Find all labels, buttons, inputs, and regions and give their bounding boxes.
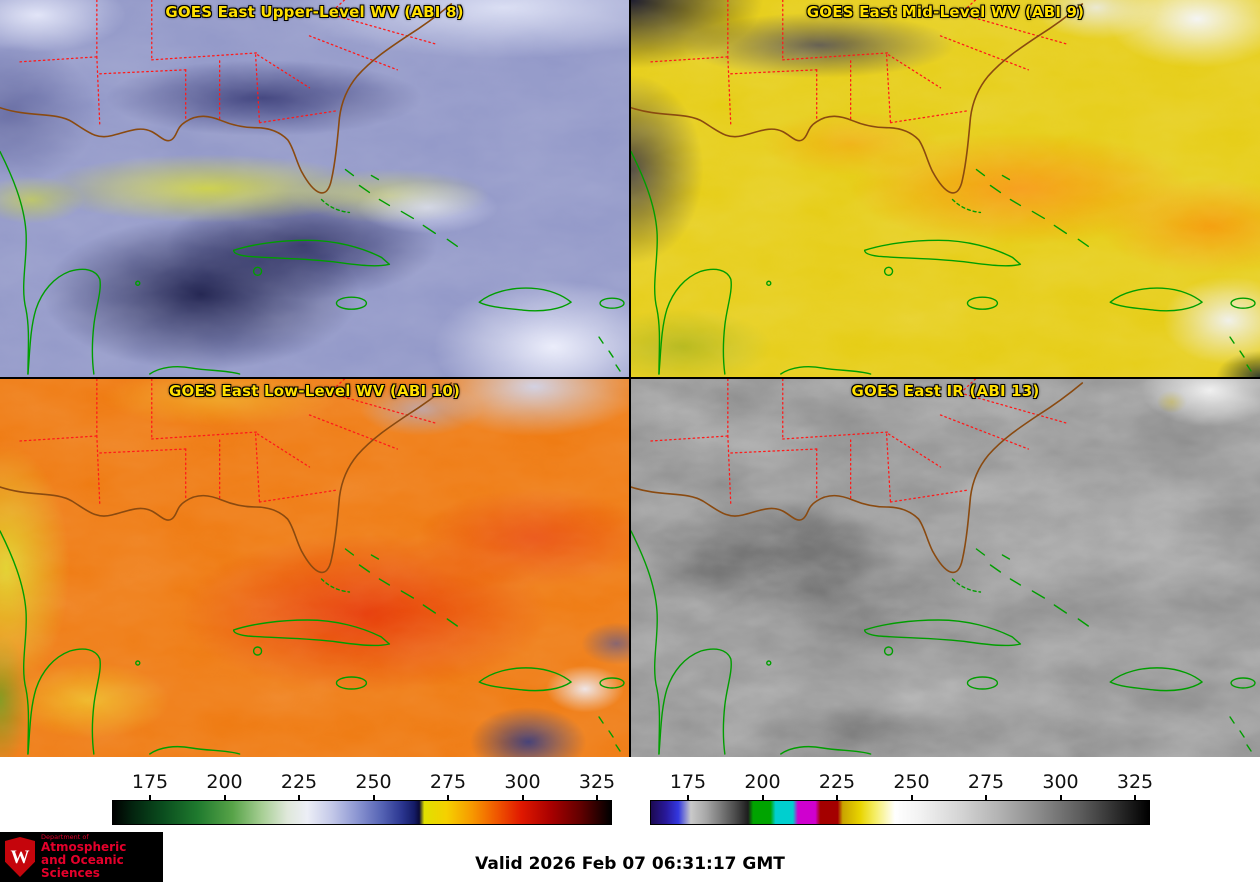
valid-time-label: Valid 2026 Feb 07 06:31:17 GMT: [475, 854, 785, 874]
map-overlay: [0, 0, 625, 375]
panel-title-abi8: GOES East Upper-Level WV (ABI 8): [165, 3, 464, 21]
tick-label: 175: [669, 771, 707, 793]
panel-title-abi10: GOES East Low-Level WV (ABI 10): [168, 382, 461, 400]
map-overlay: [631, 0, 1256, 375]
panel-title-abi9: GOES East Mid-Level WV (ABI 9): [806, 3, 1085, 21]
wv-colorbar: 175 200 225 250 275 300 325: [112, 771, 616, 825]
map-overlay: [0, 379, 625, 755]
tick-label: 250: [355, 771, 392, 793]
tick-label: 300: [1042, 771, 1079, 793]
footer: W Department of Atmospheric and Oceanic …: [0, 832, 1260, 882]
wv-colorbar-tick-labels: 175 200 225 250 275 300 325: [112, 771, 616, 795]
logo-dept-line: Department of: [41, 833, 89, 842]
logo-line2: and Oceanic Sciences: [41, 853, 124, 880]
ir-colorbar: 175 200 225 250 275 300 325: [650, 771, 1154, 825]
tick-label: 225: [818, 771, 856, 793]
tick-label: 325: [578, 771, 616, 793]
ir-colorbar-ticks: [650, 795, 1150, 800]
uw-aos-logo: W Department of Atmospheric and Oceanic …: [0, 832, 163, 882]
panel-upper-level-wv: GOES East Upper-Level WV (ABI 8): [0, 0, 629, 377]
logo-text: Department of Atmospheric and Oceanic Sc…: [41, 834, 163, 880]
map-overlay: [631, 379, 1256, 755]
tick-label: 175: [131, 771, 169, 793]
colorbar-section: 175 200 225 250 275 300 325 175 200 225 …: [0, 757, 1260, 832]
tick-label: 200: [744, 771, 781, 793]
tick-label: 325: [1116, 771, 1154, 793]
satellite-quadrant-view: GOES East Upper-Level WV (ABI 8) GOES Ea…: [0, 0, 1260, 757]
panel-title-abi13: GOES East IR (ABI 13): [851, 382, 1040, 400]
tick-label: 275: [967, 771, 1005, 793]
wv-colorbar-ticks: [112, 795, 612, 800]
tick-label: 275: [429, 771, 467, 793]
tick-label: 200: [206, 771, 243, 793]
panel-ir: GOES East IR (ABI 13): [631, 379, 1260, 757]
ir-colorbar-gradient: [650, 800, 1150, 825]
crest-letter: W: [10, 846, 30, 868]
panel-mid-level-wv: GOES East Mid-Level WV (ABI 9): [631, 0, 1260, 377]
panel-low-level-wv: GOES East Low-Level WV (ABI 10): [0, 379, 629, 757]
logo-line1: Atmospheric: [41, 840, 127, 855]
ir-colorbar-tick-labels: 175 200 225 250 275 300 325: [650, 771, 1154, 795]
tick-label: 300: [504, 771, 541, 793]
tick-label: 225: [280, 771, 318, 793]
wv-colorbar-gradient: [112, 800, 612, 825]
tick-label: 250: [893, 771, 930, 793]
